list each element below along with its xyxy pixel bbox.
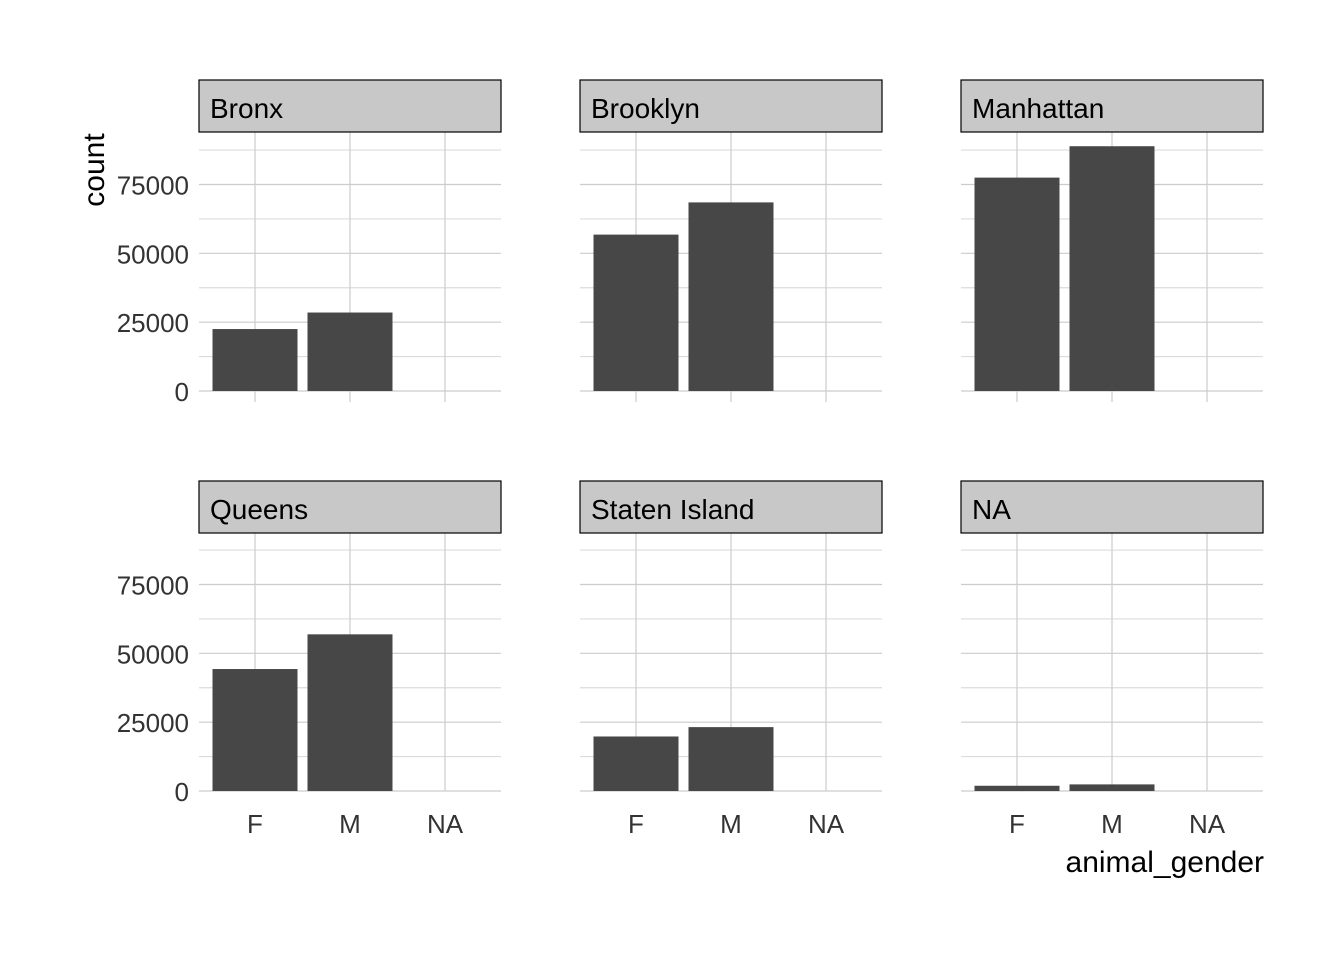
y-tick-label: 75000 <box>117 171 189 201</box>
bar-f <box>974 785 1060 791</box>
y-tick-label: 25000 <box>117 308 189 338</box>
bar-f <box>212 329 298 391</box>
y-tick-label: 75000 <box>117 571 189 601</box>
facet-panel-staten-island: Staten Island F M NA <box>579 480 883 839</box>
x-tick-label: M <box>339 809 361 839</box>
facet-strip <box>960 480 1264 534</box>
facet-panel-manhattan: Manhattan <box>960 79 1264 402</box>
bar-m <box>1069 784 1155 791</box>
facet-panels: Bronx 0 25000 50000 75000 Brooklyn Manhattan Qu… <box>117 79 1264 839</box>
x-tick-label: M <box>720 809 742 839</box>
x-tick-label: NA <box>808 809 845 839</box>
facet-strip <box>960 79 1264 133</box>
bar-f <box>593 736 679 791</box>
bar-f <box>974 177 1060 391</box>
facet-strip-label: NA <box>972 494 1011 525</box>
facet-strip <box>198 480 502 534</box>
y-tick-label: 25000 <box>117 708 189 738</box>
facet-strip <box>198 79 502 133</box>
facet-panel-bronx: Bronx 0 25000 50000 75000 <box>117 79 502 407</box>
bar-m <box>307 634 393 791</box>
facet-strip-label: Staten Island <box>591 494 754 525</box>
bar-m <box>688 202 774 391</box>
facet-panel-brooklyn: Brooklyn <box>579 79 883 402</box>
facet-strip-label: Brooklyn <box>591 93 700 124</box>
x-tick-label: F <box>1009 809 1025 839</box>
bar-m <box>688 727 774 791</box>
x-tick-label: F <box>628 809 644 839</box>
facet-panel-queens: Queens 0 25000 50000 75000 F M NA <box>117 480 502 839</box>
facet-strip <box>579 79 883 133</box>
x-tick-label: M <box>1101 809 1123 839</box>
y-axis-title: count <box>78 133 111 207</box>
y-tick-label: 0 <box>175 777 189 807</box>
facet-strip-label: Manhattan <box>972 93 1104 124</box>
facet-strip-label: Queens <box>210 494 308 525</box>
y-tick-label: 0 <box>175 377 189 407</box>
y-tick-label: 50000 <box>117 639 189 669</box>
bar-f <box>212 669 298 791</box>
x-axis-title: animal_gender <box>1066 846 1264 879</box>
bar-m <box>307 312 393 391</box>
bar-f <box>593 234 679 391</box>
y-tick-label: 50000 <box>117 239 189 269</box>
facet-strip <box>579 480 883 534</box>
facet-strip-label: Bronx <box>210 93 283 124</box>
x-tick-label: NA <box>427 809 464 839</box>
facet-panel-na: NA F M NA <box>960 480 1264 839</box>
x-tick-label: NA <box>1189 809 1226 839</box>
x-tick-label: F <box>247 809 263 839</box>
bar-m <box>1069 146 1155 391</box>
